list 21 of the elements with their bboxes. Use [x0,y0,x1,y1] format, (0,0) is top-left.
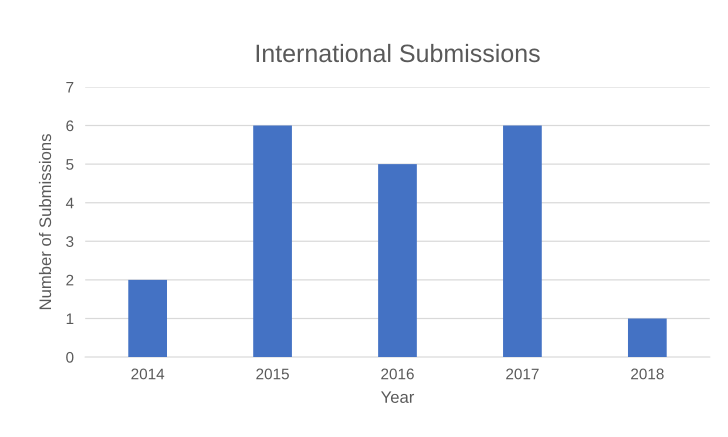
x-tick-label: 2014 [131,368,164,380]
chart-title: International Submissions [256,44,540,62]
y-tick-label: 1 [66,313,74,324]
bar [628,318,667,358]
bar [503,126,542,358]
y-axis-title: Number of Submissions [38,134,52,310]
bar [253,126,292,358]
y-tick-label: 0 [66,352,74,363]
y-tick-label: 6 [66,120,74,132]
y-tick-label: 4 [66,198,74,208]
bar [128,280,167,358]
x-tick-label: 2016 [381,368,414,380]
x-tick-label: 2018 [631,368,664,380]
y-tick-label: 2 [66,274,74,286]
x-axis-title: Year [381,391,414,403]
y-tick-label: 5 [66,159,74,170]
y-tick-label: 3 [66,236,74,247]
x-tick-label: 2015 [256,368,289,380]
bar [378,164,417,358]
y-tick-label: 7 [66,82,74,92]
x-tick-label: 2017 [506,368,539,380]
